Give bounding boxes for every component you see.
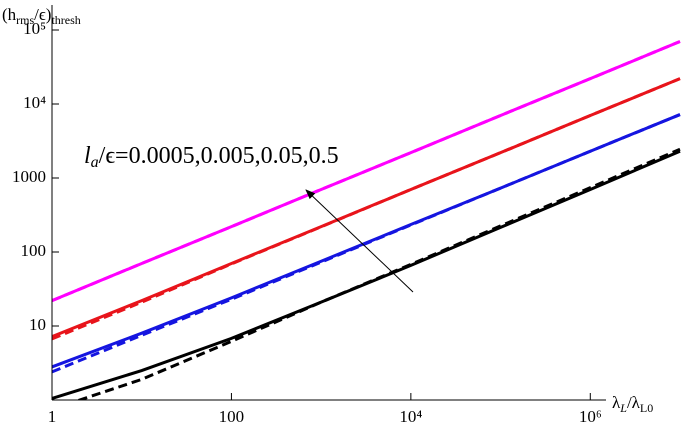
y-tick-label: 10: [29, 315, 46, 334]
x-tick-label: 1: [48, 407, 57, 426]
x-tick-label: 100: [219, 407, 245, 426]
y-tick-label: 10⁴: [23, 93, 46, 112]
y-axis-label: (hrms/ϵ)thresh: [2, 5, 81, 27]
y-tick-label: 1000: [12, 167, 46, 186]
y-tick-label: 10⁵: [23, 19, 46, 38]
x-tick-label: 10⁴: [399, 407, 422, 426]
plot-area: [52, 40, 681, 400]
series-line: [52, 113, 681, 369]
y-tick-label: 100: [21, 241, 47, 260]
series-line: [52, 40, 681, 303]
series-line: [52, 77, 681, 338]
annotation-arrow: [305, 189, 414, 293]
x-tick-label: 10⁶: [579, 407, 602, 426]
annotation: la/ϵ=0.0005,0.005,0.05,0.5: [84, 143, 339, 171]
series-line: [52, 149, 681, 400]
x-axis-label: λL/λL0: [612, 393, 653, 415]
